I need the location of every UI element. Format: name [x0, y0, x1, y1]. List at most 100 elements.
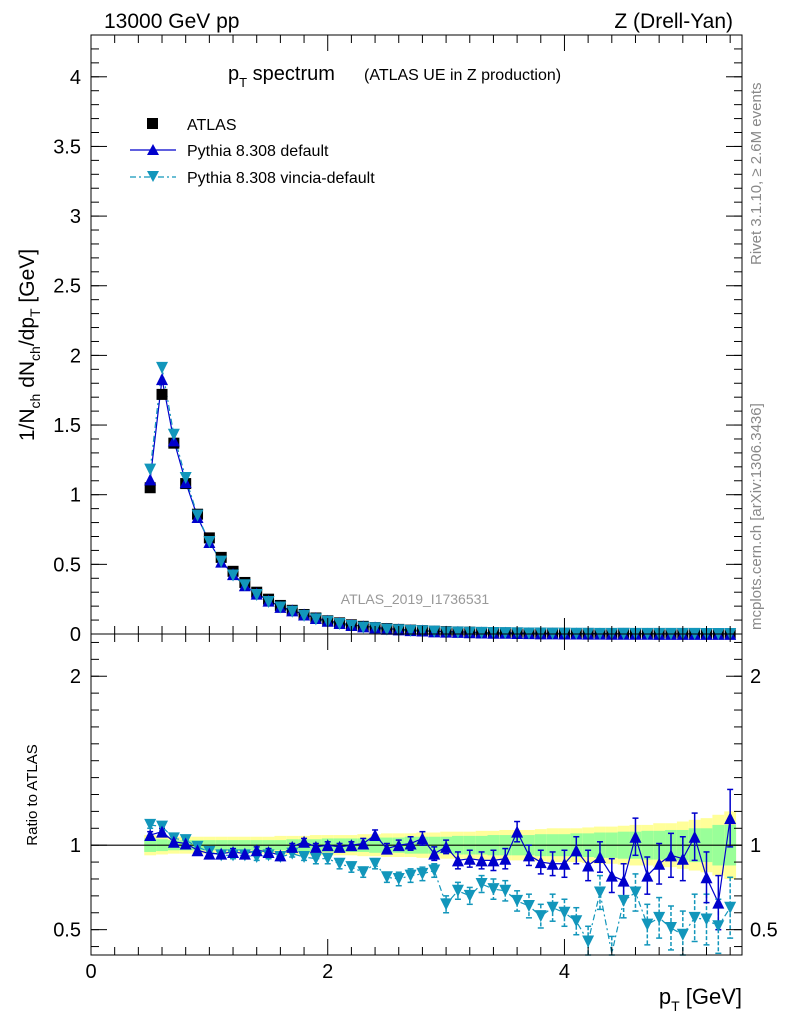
ratio-point-vincia — [321, 852, 334, 865]
ratio-point-default — [416, 832, 429, 845]
vincia-point — [451, 626, 464, 639]
ratio-point-vincia — [298, 851, 311, 864]
ratio-point-default — [167, 835, 180, 848]
y-tick-label-upper: 3.5 — [53, 136, 81, 158]
legend-marker-default — [147, 144, 159, 155]
ratio-point-vincia — [499, 884, 512, 897]
ratio-point-default — [380, 842, 393, 855]
legend-label-atlas: ATLAS — [187, 117, 237, 134]
legend: ATLAS Pythia 8.308 default Pythia 8.308 … — [130, 117, 375, 187]
x-label-p: p — [659, 984, 671, 1009]
vincia-point — [227, 569, 240, 582]
vincia-point — [191, 509, 204, 522]
ratio-point-vincia — [641, 918, 654, 931]
ratio-point-default — [475, 854, 488, 867]
ratio-point-default — [321, 839, 334, 852]
ratio-point-default — [298, 835, 311, 848]
title-p: p — [228, 63, 239, 85]
ratio-point-default — [440, 840, 453, 853]
title-word: spectrum — [247, 63, 335, 85]
ratio-point-vincia — [463, 889, 476, 902]
y-tick-label-upper: 4 — [70, 67, 81, 89]
vincia-point — [357, 621, 370, 634]
ratio-point-vincia — [309, 852, 322, 865]
y-tick-label-lower: 0.5 — [53, 920, 81, 942]
ratio-point-vincia — [428, 864, 441, 877]
ratio-point-vincia — [144, 818, 157, 831]
ratio-point-default — [499, 852, 512, 865]
ratio-point-default — [617, 874, 630, 887]
ratio-point-default — [641, 869, 654, 882]
ratio-point-vincia — [369, 857, 382, 870]
y-tick-label-upper: 2.5 — [53, 276, 81, 298]
rivet-label: Rivet 3.1.10, ≥ 2.6M events — [748, 83, 765, 266]
ratio-point-default — [286, 840, 299, 853]
lower-frame — [90, 633, 743, 956]
vincia-point — [404, 624, 417, 637]
upper-panel: 00.511.522.533.54 ATLAS_2019_I1736531 pT… — [16, 34, 743, 646]
ratio-point-default — [179, 837, 192, 850]
vincia-point — [274, 601, 287, 614]
ratio-point-vincia — [511, 894, 524, 907]
ratio-point-default — [156, 825, 169, 838]
ratio-point-vincia — [534, 910, 547, 923]
ratio-point-default — [215, 847, 228, 860]
y-tick-label-upper: 1.5 — [53, 415, 81, 437]
y-tick-label-lower: 2 — [70, 666, 81, 688]
ratio-point-default — [688, 830, 701, 843]
legend-marker-vincia — [147, 171, 159, 182]
ratio-point-default — [345, 839, 358, 852]
ratio-point-vincia — [546, 901, 559, 914]
ratio-point-default — [534, 856, 547, 869]
ratio-point-default — [582, 859, 595, 872]
vincia-point — [286, 605, 299, 618]
x-axis-label: pT [GeV] — [659, 984, 742, 1014]
vincia-point — [333, 617, 346, 630]
ratio-point-default — [676, 852, 689, 865]
ratio-point-vincia — [404, 869, 417, 882]
vincia-point — [179, 471, 192, 484]
ratio-point-default — [392, 839, 405, 852]
default-point — [156, 373, 169, 386]
vincia-point — [262, 595, 275, 608]
analysis-watermark: ATLAS_2019_I1736531 — [341, 591, 490, 607]
ratio-point-vincia — [416, 867, 429, 880]
y-tick-label-lower-right: 0.5 — [750, 920, 778, 942]
y-label-part-5: T — [27, 308, 43, 317]
ratio-point-vincia — [487, 883, 500, 896]
ratio-point-vincia — [522, 900, 535, 913]
ratio-point-default — [309, 840, 322, 853]
ratio-point-vincia — [653, 911, 666, 924]
ratio-point-default — [144, 829, 157, 842]
ratio-point-vincia — [357, 866, 370, 879]
ratio-point-default — [262, 845, 275, 858]
ratio-point-vincia — [558, 906, 571, 919]
legend-label-default: Pythia 8.308 default — [187, 143, 329, 160]
ratio-point-vincia — [451, 884, 464, 897]
ratio-point-default — [724, 812, 737, 825]
lower-panel: 0.5 0.5 1 1 2 2 0 2 4 Ratio to ATLAS pT [GeV] — [24, 633, 778, 1014]
ratio-point-vincia — [380, 871, 393, 884]
ratio-point-default — [369, 829, 382, 842]
header-left: 13000 GeV pp — [104, 10, 239, 33]
x-tick-label: 4 — [559, 961, 570, 983]
y-tick-label-upper: 0 — [70, 624, 81, 646]
ratio-point-vincia — [570, 915, 583, 928]
x-tick-label: 2 — [322, 961, 333, 983]
ratio-point-default — [274, 849, 287, 862]
y-axis-label-lower: Ratio to ATLAS — [24, 744, 41, 845]
ratio-point-default — [333, 840, 346, 853]
ratio-point-vincia — [724, 901, 737, 914]
y-label-part-6: [GeV] — [16, 249, 39, 309]
ratio-point-vincia — [629, 886, 642, 899]
y-label-part-1: ch — [27, 394, 43, 409]
ratio-point-vincia — [676, 928, 689, 941]
vincia-point — [167, 428, 180, 441]
y-tick-label-upper: 3 — [70, 206, 81, 228]
ratio-point-default — [203, 847, 216, 860]
y-tick-label-lower-right: 2 — [750, 666, 761, 688]
ratio-point-vincia — [392, 872, 405, 885]
ratio-point-default — [404, 837, 417, 850]
ratio-point-default — [428, 847, 441, 860]
ratio-point-default — [451, 854, 464, 867]
